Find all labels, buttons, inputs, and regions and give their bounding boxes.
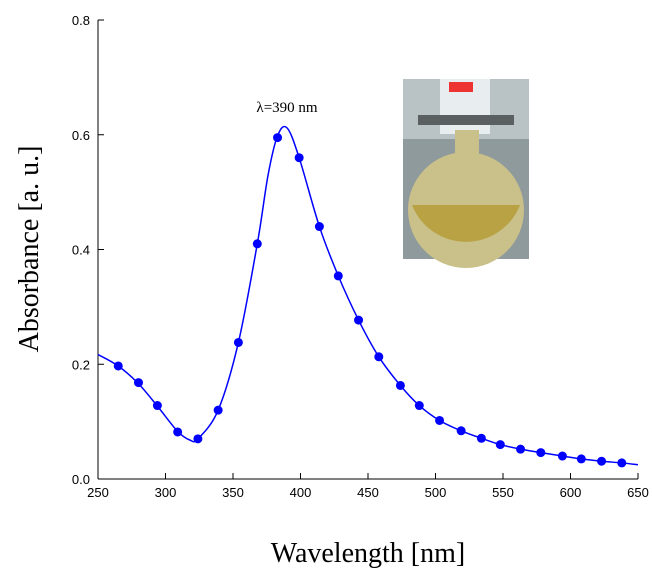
data-point <box>516 444 526 454</box>
y-tick-label: 0.2 <box>72 357 90 372</box>
data-point <box>597 456 607 466</box>
photo <box>403 79 529 268</box>
data-point <box>233 337 243 347</box>
data-point <box>333 271 343 281</box>
x-tick-label: 450 <box>357 485 379 500</box>
data-point <box>193 434 203 444</box>
data-point <box>395 380 405 390</box>
data-point <box>576 454 586 464</box>
y-axis-title: Absorbance [a. u.] <box>14 146 45 353</box>
x-axis-title: Wavelength [nm] <box>271 538 465 569</box>
y-tick-label: 0.6 <box>72 128 90 143</box>
y-tick-label: 0.0 <box>72 472 90 487</box>
x-tick-label: 400 <box>290 485 312 500</box>
y-tick-label: 0.4 <box>72 243 90 258</box>
data-point <box>273 133 283 143</box>
x-tick-label: 300 <box>155 485 177 500</box>
data-point <box>213 405 223 415</box>
x-tick-label: 350 <box>222 485 244 500</box>
data-point <box>314 222 324 232</box>
x-tick-label: 500 <box>425 485 447 500</box>
data-point <box>113 361 123 371</box>
data-point <box>495 440 505 450</box>
x-tick-label: 650 <box>627 485 649 500</box>
x-tick-label: 250 <box>87 485 109 500</box>
data-point <box>374 352 384 362</box>
annotation: λ=390 nm <box>256 100 317 116</box>
data-point <box>476 433 486 443</box>
data-point <box>134 378 143 388</box>
data-point <box>173 427 183 437</box>
data-point <box>414 401 424 411</box>
data-point <box>354 315 364 325</box>
data-point <box>536 448 546 458</box>
y-tick-label: 0.8 <box>72 13 90 28</box>
x-tick-label: 600 <box>560 485 582 500</box>
data-point <box>435 415 445 425</box>
data-point <box>557 451 567 461</box>
x-tick-label: 550 <box>492 485 514 500</box>
curve <box>97 125 639 466</box>
data-point <box>617 458 627 468</box>
data-point <box>294 153 304 163</box>
data-point <box>252 239 262 249</box>
data-point <box>152 401 162 411</box>
data-point <box>456 426 466 436</box>
